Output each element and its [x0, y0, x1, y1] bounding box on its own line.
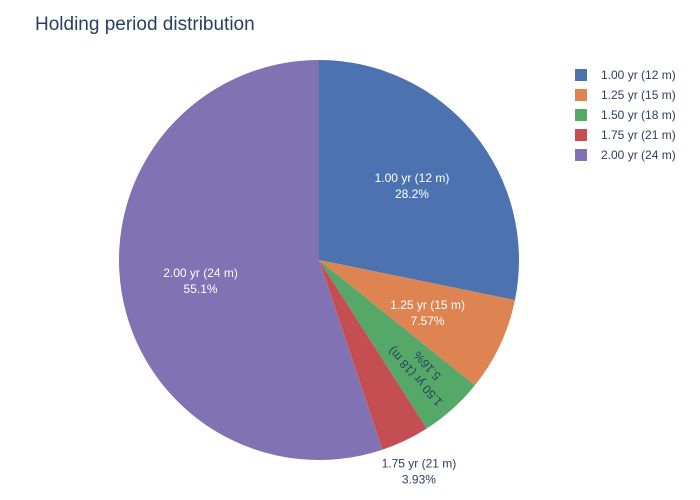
legend-label: 1.25 yr (15 m): [601, 88, 676, 102]
legend-swatch: [575, 109, 587, 121]
slice-label-group: 1.25 yr (15 m) 7.57%: [390, 298, 465, 328]
legend-swatch: [575, 69, 587, 81]
legend-item[interactable]: 1.75 yr (21 m): [575, 128, 676, 142]
slice-percent-label: 3.93%: [402, 472, 436, 486]
slice-percent-label: 55.1%: [184, 282, 218, 296]
slice-label-group: 1.00 yr (12 m) 28.2%: [375, 171, 450, 201]
legend-label: 2.00 yr (24 m): [601, 148, 676, 162]
legend-label: 1.50 yr (18 m): [601, 108, 676, 122]
legend: 1.00 yr (12 m) 1.25 yr (15 m) 1.50 yr (18 …: [575, 68, 676, 162]
slice-percent-label: 28.2%: [395, 187, 429, 201]
slice-category-label: 2.00 yr (24 m): [163, 266, 238, 280]
legend-item[interactable]: 2.00 yr (24 m): [575, 148, 676, 162]
slice-percent-label: 7.57%: [411, 314, 445, 328]
slice-category-label: 1.75 yr (21 m): [382, 456, 457, 470]
slice-category-label: 1.00 yr (12 m): [375, 171, 450, 185]
slice-category-label: 1.25 yr (15 m): [390, 298, 465, 312]
pie-slice: [319, 260, 427, 450]
pie-slice: [118, 59, 383, 460]
legend-swatch: [575, 149, 587, 161]
pie-slice: [319, 260, 475, 429]
slice-label-group: 1.75 yr (21 m) 3.93%: [382, 456, 457, 486]
legend-item[interactable]: 1.25 yr (15 m): [575, 88, 676, 102]
legend-swatch: [575, 89, 587, 101]
chart-title: Holding period distribution: [35, 14, 255, 35]
pie-slice: [319, 60, 519, 301]
legend-label: 1.75 yr (21 m): [601, 128, 676, 142]
pie-slices: [118, 59, 519, 460]
legend-item[interactable]: 1.50 yr (18 m): [575, 108, 676, 122]
legend-item[interactable]: 1.00 yr (12 m): [575, 68, 676, 82]
pie-slice: [319, 260, 515, 386]
legend-label: 1.00 yr (12 m): [601, 68, 676, 82]
slice-label-group: 2.00 yr (24 m) 55.1%: [163, 266, 238, 296]
legend-swatch: [575, 129, 587, 141]
